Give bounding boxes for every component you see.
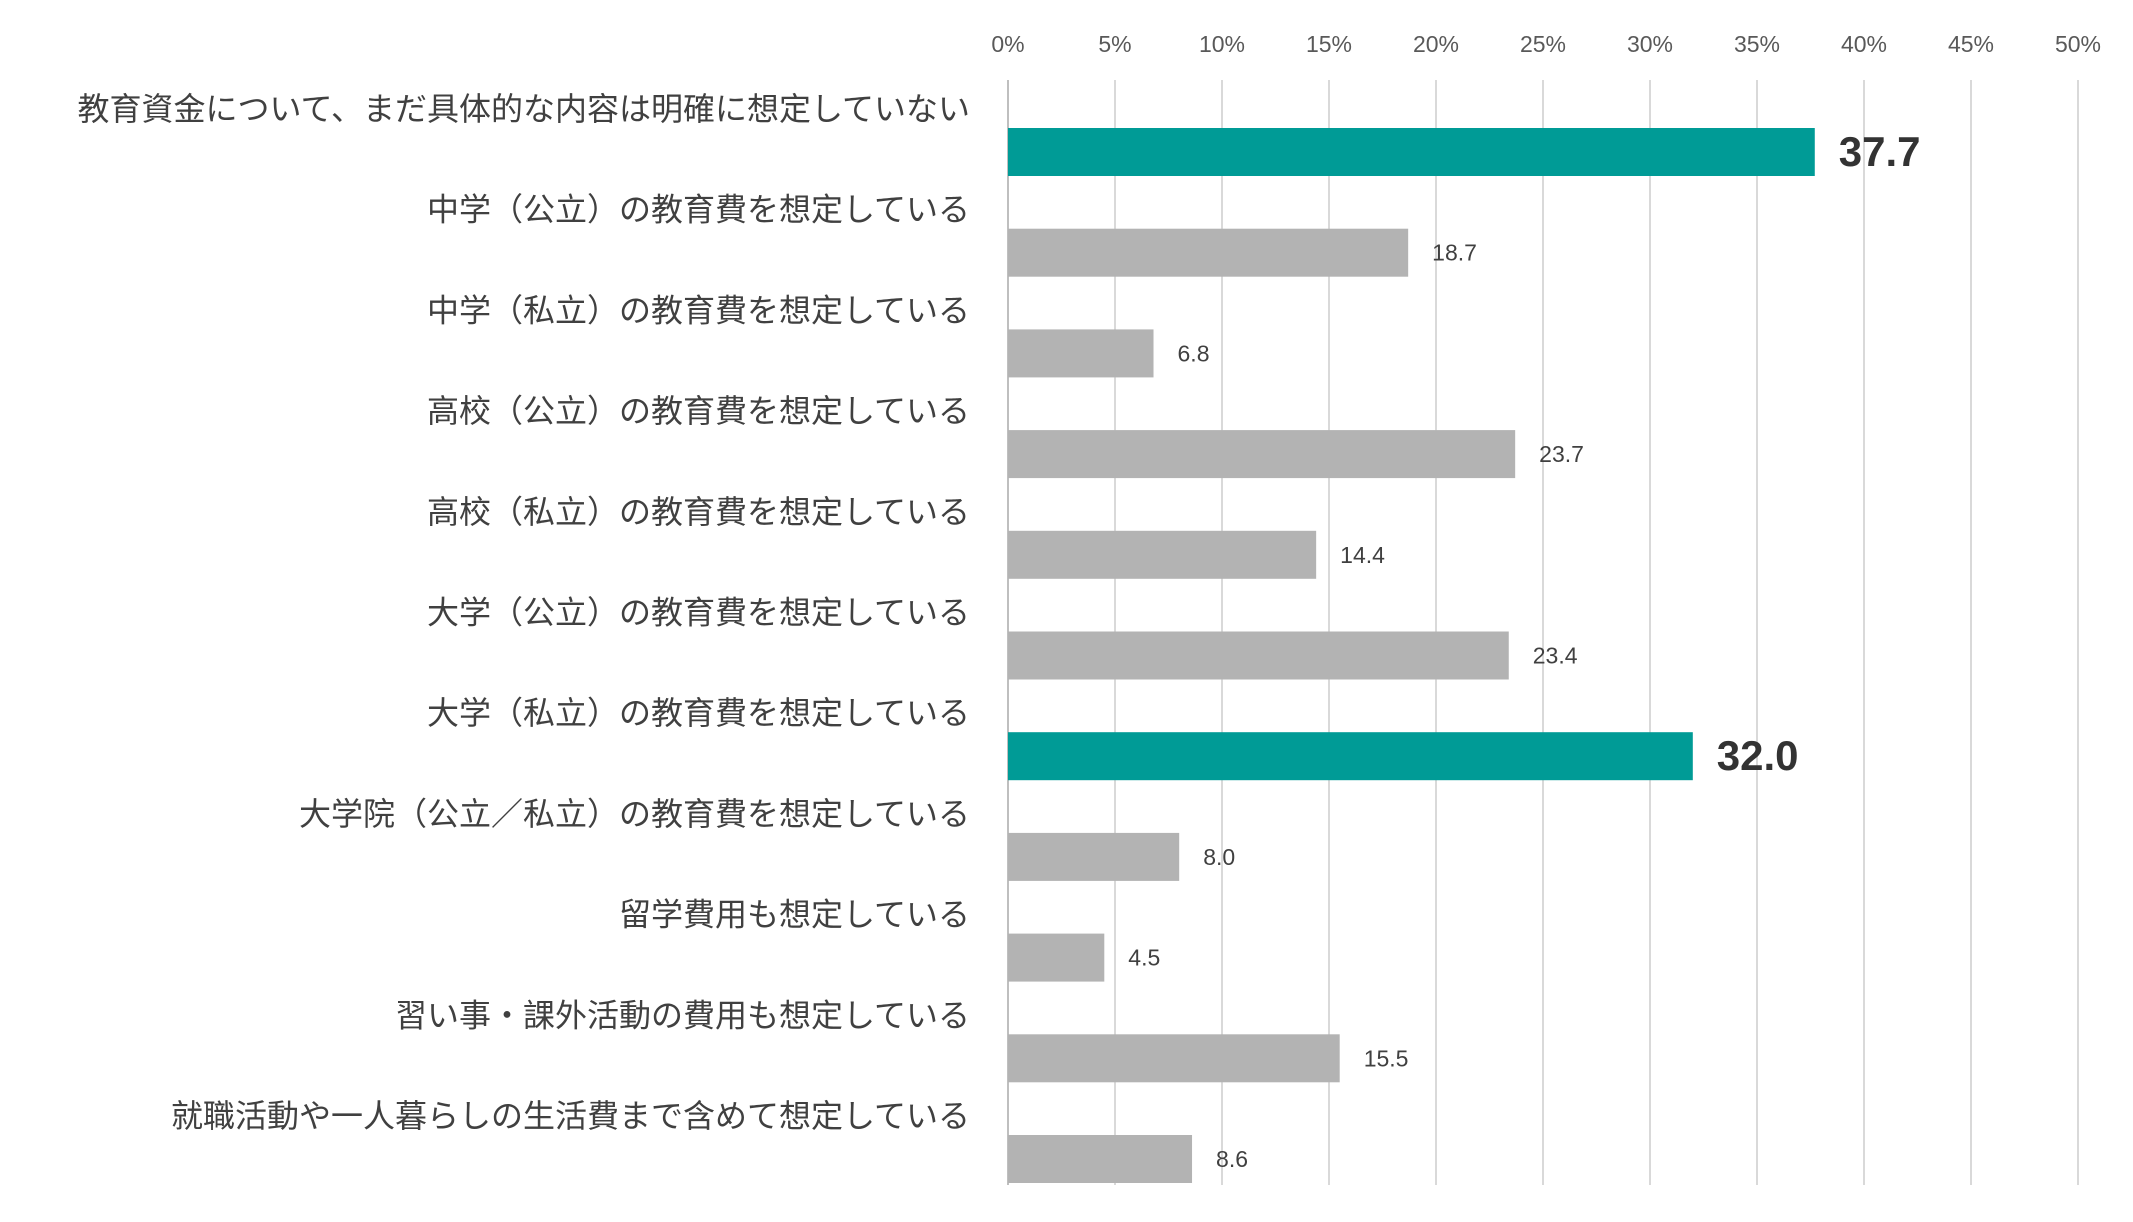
bar	[1008, 1135, 1193, 1183]
data-label: 18.7	[1432, 240, 1477, 266]
data-label: 23.7	[1539, 441, 1584, 467]
category-label: 高校（公立）の教育費を想定している	[427, 392, 970, 430]
bar	[1008, 329, 1154, 378]
category-labels: 教育資金について、まだ具体的な内容は明確に想定していない中学（公立）の教育費を想…	[78, 90, 970, 1135]
x-tick-label: 50%	[2055, 31, 2101, 57]
bar	[1008, 1034, 1340, 1083]
value-labels: 37.7 18.7 6.8 23.7 14.4 23.4 32.0 8.0 4.5 15.5 8.6	[1128, 128, 1920, 1172]
category-label: 教育資金について、まだ具体的な内容は明確に想定していない	[78, 90, 970, 128]
bar	[1008, 933, 1105, 982]
data-label-highlighted: 37.7	[1839, 128, 1921, 175]
bar	[1008, 530, 1317, 579]
category-label: 就職活動や一人暮らしの生活費まで含めて想定している	[171, 1097, 970, 1135]
category-label: 中学（私立）の教育費を想定している	[427, 291, 970, 329]
x-tick-label: 30%	[1627, 31, 1673, 57]
category-label: 大学（私立）の教育費を想定している	[427, 694, 970, 732]
data-label-highlighted: 32.0	[1717, 732, 1799, 779]
data-label: 8.0	[1203, 844, 1235, 870]
data-label: 15.5	[1364, 1045, 1409, 1071]
bar-highlighted	[1008, 128, 1815, 176]
bars	[1008, 128, 1815, 1183]
category-label: 留学費用も想定している	[619, 896, 970, 934]
x-tick-label: 20%	[1413, 31, 1459, 57]
category-label: 習い事・課外活動の費用も想定している	[395, 996, 970, 1034]
x-tick-label: 15%	[1306, 31, 1352, 57]
bar	[1008, 430, 1516, 479]
x-tick-label: 40%	[1841, 31, 1887, 57]
x-tick-label: 25%	[1520, 31, 1566, 57]
x-axis-ticks: 0% 5% 10% 15% 20% 25% 30% 35% 40% 45% 50%	[991, 31, 2101, 57]
data-label: 6.8	[1178, 340, 1210, 366]
bar-highlighted	[1008, 732, 1693, 781]
data-label: 8.6	[1216, 1146, 1248, 1172]
data-label: 4.5	[1128, 945, 1160, 971]
data-label: 14.4	[1340, 542, 1385, 568]
category-label: 中学（公立）の教育費を想定している	[427, 191, 970, 229]
category-label: 大学（公立）の教育費を想定している	[427, 594, 970, 632]
x-tick-label: 35%	[1734, 31, 1780, 57]
bar	[1008, 228, 1409, 277]
bar	[1008, 631, 1509, 680]
x-tick-label: 0%	[991, 31, 1024, 57]
category-label: 高校（私立）の教育費を想定している	[427, 493, 970, 531]
x-tick-label: 45%	[1948, 31, 1994, 57]
data-label: 23.4	[1533, 643, 1578, 669]
x-tick-label: 10%	[1199, 31, 1245, 57]
bar	[1008, 832, 1180, 881]
category-label: 大学院（公立／私立）の教育費を想定している	[299, 795, 970, 833]
x-tick-label: 5%	[1098, 31, 1131, 57]
